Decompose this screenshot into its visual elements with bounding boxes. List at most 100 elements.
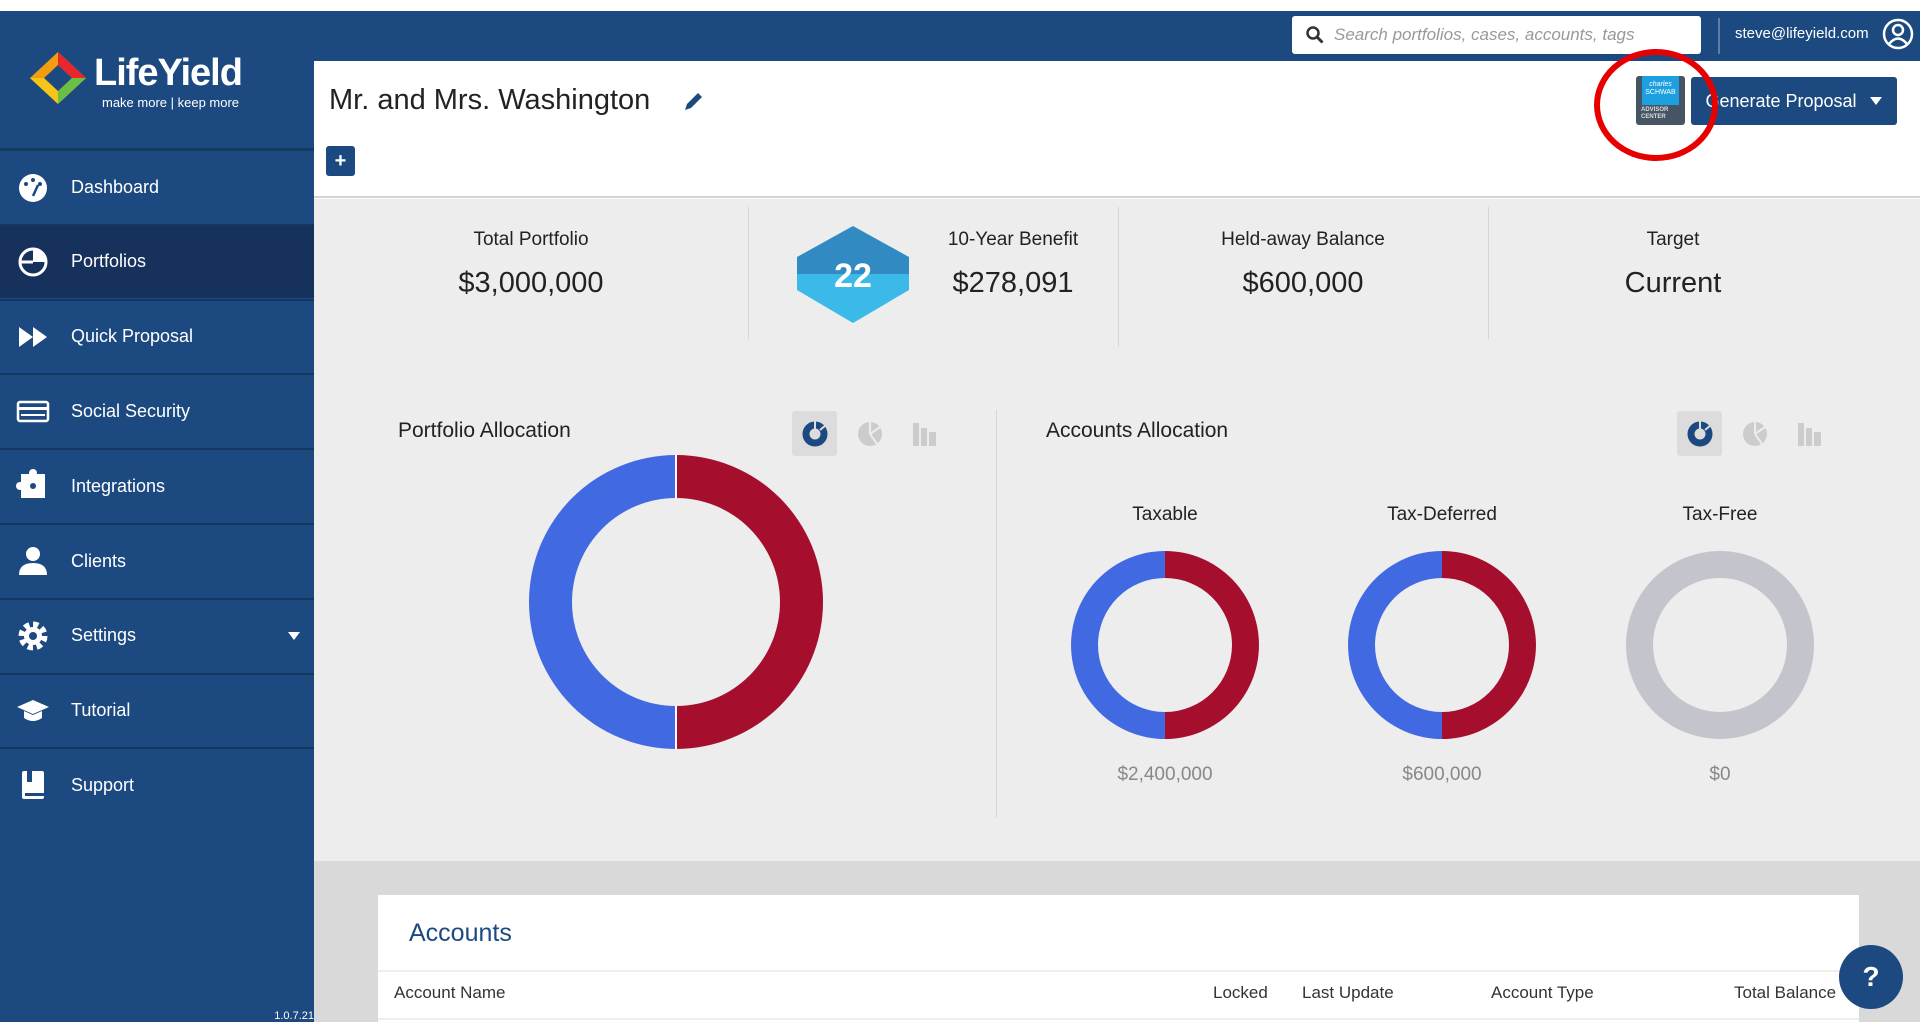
col-last-update[interactable]: Last Update [1302,983,1394,1002]
col-locked[interactable]: Locked [1213,983,1268,1002]
dashboard-icon [16,170,50,204]
sidebar-item-label: Tutorial [71,700,131,721]
sidebar-item-label: Support [71,774,135,795]
pie-chart-toggle[interactable] [847,411,892,456]
caret-down-icon [288,631,300,640]
stat-label: Total Portfolio [473,229,589,250]
user-account-icon[interactable] [1882,18,1914,50]
account-group-amount: $600,000 [1402,764,1482,785]
stat-label: 10-Year Benefit [947,229,1079,250]
benefit-score-hexagon: 22 [797,226,909,323]
graduation-cap-icon [16,694,50,728]
sidebar-item-portfolios[interactable]: Portfolios [0,223,314,298]
col-account-name[interactable]: Account Name [394,983,506,1002]
add-button[interactable]: + [326,146,355,176]
account-donut [1348,551,1536,739]
sidebar-item-clients[interactable]: Clients [0,523,314,597]
sidebar-item-label: Social Security [71,400,191,421]
account-donut [1626,551,1814,739]
version-label: 1.0.7.21 [274,1010,314,1022]
bar-chart-toggle[interactable] [902,411,947,456]
account-group-label: Tax-Free [1682,504,1758,525]
divider [1118,207,1119,347]
sidebar [0,11,314,1022]
annotation-circle [1594,49,1718,161]
account-group-amount: $2,400,000 [1117,764,1213,785]
accounts-card: Accounts Account Name Locked Last Update… [378,895,1859,1022]
accounts-title: Accounts [409,919,512,947]
search-icon [1306,26,1324,44]
caret-down-icon [1869,97,1882,105]
user-email[interactable]: steve@lifeyield.com [1735,25,1869,42]
help-button[interactable]: ? [1839,945,1903,1009]
donut-segment-red [1165,551,1259,739]
card-icon [16,394,50,428]
sidebar-item-social-security[interactable]: Social Security [0,373,314,447]
benefit-score: 22 [834,257,872,295]
donut-segment-red [676,455,823,749]
sidebar-item-tutorial[interactable]: Tutorial [0,672,314,747]
generate-proposal-button[interactable]: Generate Proposal [1691,77,1897,125]
edit-pencil-icon[interactable] [682,89,706,113]
summary-and-allocation: Total Portfolio $3,000,000 22 10-Year Be… [314,199,1920,861]
stat-held-away-balance: Held-away Balance $600,000 [1118,199,1488,347]
donut-chart-toggle[interactable] [1677,411,1722,456]
account-group-label: Tax-Deferred [1387,504,1497,525]
account-donut [1071,551,1259,739]
donut-chart-icon [1687,420,1712,446]
user-icon [16,544,50,578]
pie-chart-icon [1742,421,1767,446]
stat-value: Current [1624,267,1722,299]
col-account-type[interactable]: Account Type [1491,983,1594,1002]
gear-icon [16,619,50,653]
portfolio-icon [16,245,50,279]
sidebar-item-dashboard[interactable]: Dashboard [0,149,314,223]
account-group-amount: $0 [1709,764,1731,785]
sidebar-item-label: Clients [71,550,127,571]
sidebar-item-support[interactable]: Support [0,747,314,821]
sidebar-item-label: Portfolios [71,251,147,272]
search-input[interactable] [1334,25,1684,45]
generate-proposal-label: Generate Proposal [1705,90,1857,111]
donut-segment-blue [1071,551,1165,739]
stat-label: Held-away Balance [1221,229,1385,250]
brand-tagline: make more | keep more [102,95,240,110]
logo-mark-icon [30,52,86,104]
stat-value: $278,091 [952,267,1074,299]
divider [1488,207,1489,339]
donut-segment-blue [1348,551,1442,739]
donut-chart-toggle[interactable] [792,411,837,456]
divider [378,1018,1859,1020]
divider [378,970,1859,972]
stat-label: Target [1646,229,1700,250]
stat-ten-year-benefit: 22 10-Year Benefit $278,091 [748,199,1118,347]
stat-value: $600,000 [1242,267,1364,299]
fast-forward-icon [16,320,50,354]
sidebar-item-quick-proposal[interactable]: Quick Proposal [0,298,314,373]
sidebar-item-integrations[interactable]: Integrations [0,448,314,522]
lifeyield-logo[interactable]: LifeYield make more | keep more [26,50,286,120]
col-total-balance[interactable]: Total Balance [1734,983,1837,1002]
sidebar-item-label: Integrations [71,475,166,496]
sidebar-item-label: Quick Proposal [71,326,194,347]
bar-chart-toggle[interactable] [1787,411,1832,456]
sidebar-item-settings[interactable]: Settings [0,597,314,672]
accounts-allocation-title: Accounts Allocation [1046,419,1229,442]
portfolio-allocation-title: Portfolio Allocation [398,419,571,442]
topbar-divider [1718,18,1720,54]
search-box[interactable] [1292,16,1701,54]
stat-value: $3,000,000 [458,267,604,299]
pie-chart-toggle[interactable] [1732,411,1777,456]
page-title: Mr. and Mrs. Washington [329,84,651,116]
donut-segment-red [1442,551,1536,739]
sidebar-item-label: Settings [71,625,137,646]
stat-target: Target Current [1488,199,1858,347]
pie-chart-icon [857,421,882,446]
donut-chart-icon [802,420,827,446]
stat-total-portfolio: Total Portfolio $3,000,000 [314,199,748,347]
brand-name: LifeYield [94,52,243,94]
divider [996,410,997,818]
bar-chart-icon [1797,422,1821,446]
portfolio-allocation-donut [529,455,823,749]
puzzle-icon [16,469,50,503]
